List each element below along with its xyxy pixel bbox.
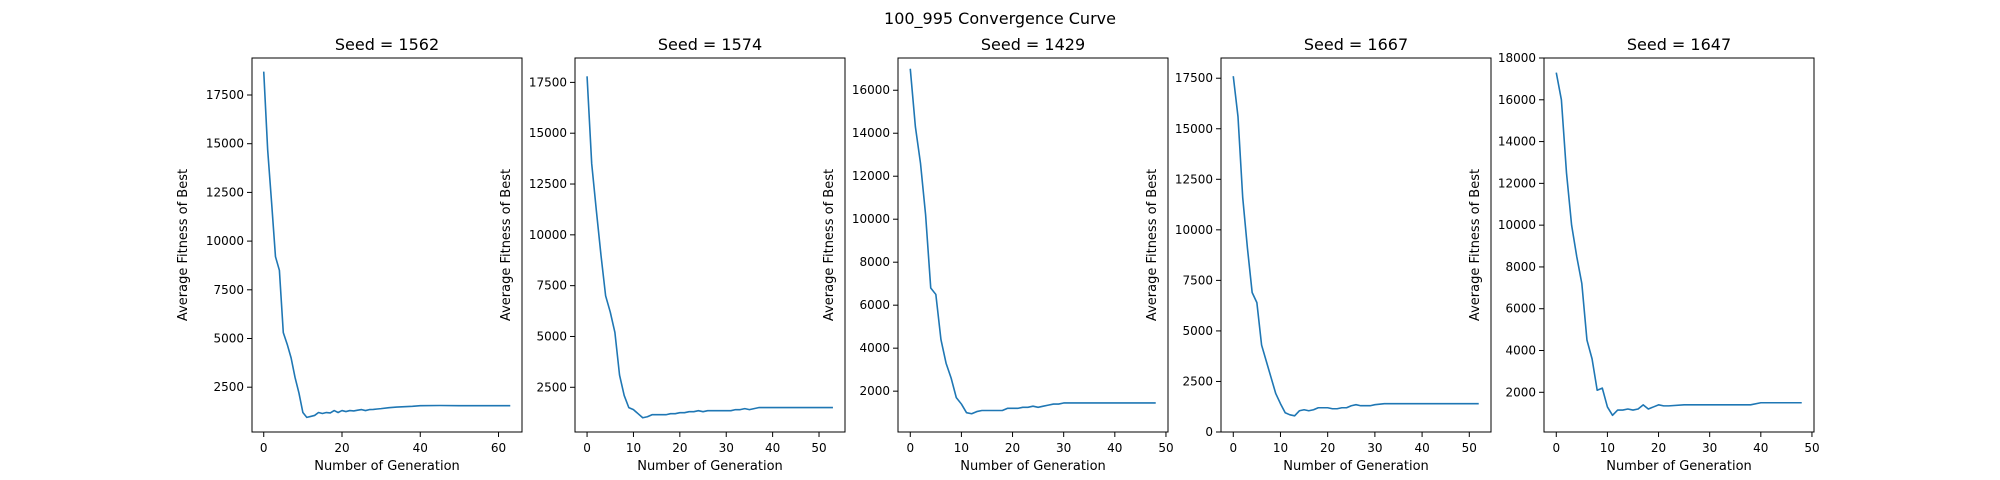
x-tick-label: 30	[719, 441, 734, 455]
x-tick-label: 0	[1552, 441, 1560, 455]
y-tick-label: 16000	[1498, 93, 1536, 107]
y-tick-label: 18000	[1498, 51, 1536, 65]
y-tick-label: 14000	[852, 126, 890, 140]
y-tick-label: 5000	[213, 332, 244, 346]
x-tick-label: 30	[1702, 441, 1717, 455]
y-tick-label: 10000	[852, 212, 890, 226]
y-tick-label: 12000	[1498, 176, 1536, 190]
x-tick-label: 0	[1229, 441, 1237, 455]
x-tick-label: 10	[1273, 441, 1288, 455]
panel-4: 0 10 20 30 40 50 0 2500 5000 7500 10000 12500 15000 1…	[1145, 35, 1492, 474]
y-tick-label: 6000	[859, 298, 890, 312]
y-tick-label: 2500	[1182, 374, 1213, 388]
series-line	[262, 71, 511, 419]
y-tick-label: 17500	[1175, 71, 1213, 85]
panel-2: 0 10 20 30 40 50 2500 5000 7500 10000 12500 15000 17…	[499, 35, 846, 474]
x-tick-label: 20	[1320, 441, 1335, 455]
y-axis-label: Average Fitness of Best	[499, 169, 514, 321]
axes-frame	[1220, 57, 1492, 433]
x-tick-label: 20	[334, 441, 349, 455]
y-tick-label: 2000	[859, 384, 890, 398]
y-tick-label: 8000	[859, 255, 890, 269]
x-axis-label: Number of Generation	[637, 459, 783, 474]
y-tick-label: 5000	[536, 329, 567, 343]
y-tick-label: 7500	[213, 283, 244, 297]
panel-1: 0 20 40 60 2500 5000 7500 10000 12500 15000 17500 S…	[176, 35, 523, 474]
panel-title: Seed = 1574	[658, 35, 762, 54]
figure-suptitle: 100_995 Convergence Curve	[884, 9, 1116, 29]
x-tick-label: 10	[1600, 441, 1615, 455]
x-tick-label: 40	[413, 441, 428, 455]
panel-title: Seed = 1647	[1627, 35, 1731, 54]
x-tick-label: 20	[1651, 441, 1666, 455]
y-tick-label: 0	[1205, 425, 1213, 439]
panel-title: Seed = 1667	[1304, 35, 1408, 54]
y-tick-label: 7500	[536, 279, 567, 293]
y-tick-label: 12500	[206, 185, 244, 199]
x-tick-label: 0	[583, 441, 591, 455]
y-tick-label: 12500	[529, 177, 567, 191]
x-tick-label: 40	[765, 441, 780, 455]
panel-title: Seed = 1562	[335, 35, 439, 54]
x-axis-label: Number of Generation	[1283, 459, 1429, 474]
x-tick-label: 20	[672, 441, 687, 455]
x-tick-label: 30	[1056, 441, 1071, 455]
y-tick-label: 7500	[1182, 273, 1213, 287]
axes-frame	[1543, 57, 1815, 433]
y-tick-label: 6000	[1505, 302, 1536, 316]
y-tick-label: 10000	[529, 228, 567, 242]
x-tick-label: 10	[954, 441, 969, 455]
x-tick-label: 0	[906, 441, 914, 455]
series-line	[1555, 72, 1802, 417]
x-axis-label: Number of Generation	[1606, 459, 1752, 474]
x-tick-label: 40	[1107, 441, 1122, 455]
panel-title: Seed = 1429	[981, 35, 1085, 54]
y-axis-label: Average Fitness of Best	[1145, 169, 1160, 321]
y-axis-label: Average Fitness of Best	[176, 169, 191, 321]
y-tick-label: 16000	[852, 83, 890, 97]
y-tick-label: 2500	[213, 380, 244, 394]
axes-frame	[251, 57, 523, 433]
y-tick-label: 4000	[859, 341, 890, 355]
panel-5: 0 10 20 30 40 50 2000 4000 6000 8000 10000 12000 140…	[1468, 35, 1820, 474]
y-tick-label: 12500	[1175, 172, 1213, 186]
x-tick-label: 40	[1414, 441, 1429, 455]
y-tick-label: 5000	[1182, 324, 1213, 338]
y-tick-label: 10000	[1175, 223, 1213, 237]
y-tick-label: 4000	[1505, 344, 1536, 358]
y-tick-label: 2000	[1505, 385, 1536, 399]
x-tick-label: 50	[1462, 441, 1477, 455]
x-tick-label: 30	[1367, 441, 1382, 455]
series-line	[1232, 76, 1479, 417]
y-tick-label: 15000	[1175, 122, 1213, 136]
x-axis-label: Number of Generation	[314, 459, 460, 474]
x-tick-label: 50	[1804, 441, 1819, 455]
y-tick-label: 10000	[1498, 218, 1536, 232]
y-tick-label: 17500	[206, 88, 244, 102]
series-line	[586, 76, 833, 419]
y-tick-label: 15000	[529, 126, 567, 140]
x-tick-label: 50	[1158, 441, 1173, 455]
y-tick-label: 10000	[206, 234, 244, 248]
y-tick-label: 17500	[529, 75, 567, 89]
x-tick-label: 0	[260, 441, 268, 455]
y-tick-label: 2500	[536, 380, 567, 394]
axes-frame	[574, 57, 846, 433]
series-line	[909, 68, 1156, 415]
y-axis-label: Average Fitness of Best	[822, 169, 837, 321]
y-axis-label: Average Fitness of Best	[1468, 169, 1483, 321]
y-tick-label: 8000	[1505, 260, 1536, 274]
y-tick-label: 14000	[1498, 135, 1536, 149]
y-tick-label: 15000	[206, 137, 244, 151]
x-tick-label: 50	[811, 441, 826, 455]
axes-frame	[897, 57, 1169, 433]
x-tick-label: 20	[1005, 441, 1020, 455]
x-axis-label: Number of Generation	[960, 459, 1106, 474]
x-tick-label: 60	[491, 441, 506, 455]
x-tick-label: 40	[1753, 441, 1768, 455]
x-tick-label: 10	[626, 441, 641, 455]
panel-3: 0 10 20 30 40 50 2000 4000 6000 8000 10000 12000 140…	[822, 35, 1174, 474]
y-tick-label: 12000	[852, 169, 890, 183]
